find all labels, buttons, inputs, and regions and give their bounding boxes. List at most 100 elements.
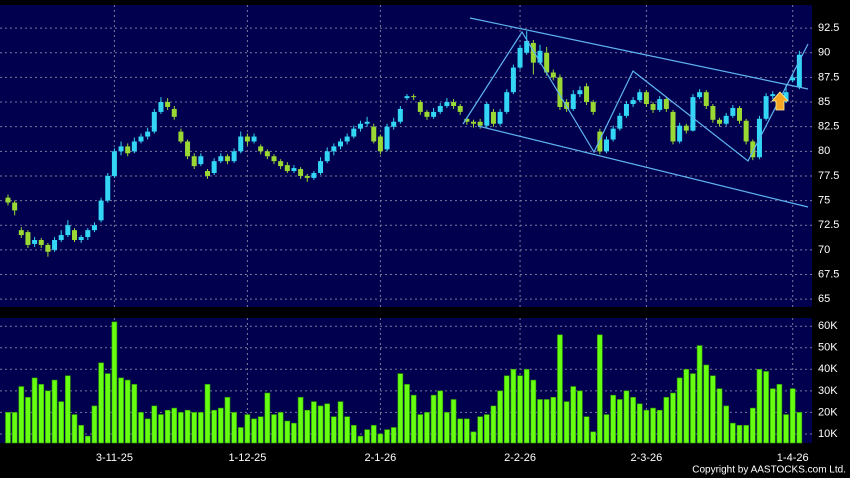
volume-bar [444, 412, 450, 444]
candle-body [357, 123, 363, 129]
volume-bar [563, 401, 570, 444]
volume-bar [25, 397, 31, 444]
volume-bar [570, 386, 577, 444]
candle-body [138, 136, 144, 142]
candle-body [437, 105, 443, 112]
candle-body [604, 139, 609, 152]
candle-body [510, 67, 516, 93]
volume-bar [5, 412, 11, 444]
candle-body [530, 42, 536, 63]
volume-tick-label: 30K [818, 385, 838, 397]
volume-bar [796, 412, 803, 444]
candle-body [191, 156, 197, 167]
volume-bar [237, 427, 244, 444]
volume-bar [616, 399, 623, 444]
volume-bar [158, 414, 164, 444]
volume-bar [603, 414, 610, 444]
volume-bar [171, 407, 178, 444]
candle-body [125, 146, 131, 154]
candle-body [497, 111, 503, 124]
candle-body [364, 121, 370, 124]
volume-bar [424, 412, 430, 444]
volume-bar [297, 397, 304, 444]
y-tick-label: 72.5 [818, 219, 839, 231]
candle-body [331, 146, 337, 152]
volume-bar [417, 414, 424, 444]
candle-body [371, 126, 377, 142]
candle-body [570, 94, 576, 109]
volume-bar [65, 375, 71, 444]
candle-body [504, 92, 510, 112]
volume-bar [337, 401, 344, 444]
candle-body [650, 104, 656, 110]
volume-bar [104, 373, 111, 444]
volume-bar [683, 368, 690, 444]
candle-body [517, 47, 523, 68]
volume-bar [410, 394, 417, 444]
volume-bar [749, 407, 756, 444]
volume-bar [690, 373, 696, 444]
candle-body [45, 244, 51, 252]
volume-bar [464, 418, 470, 444]
candle-body [304, 175, 310, 178]
volume-bar [630, 397, 636, 444]
volume-bar [656, 409, 663, 444]
volume-bar [124, 379, 131, 444]
volume-bar [284, 420, 291, 444]
candle-body [105, 175, 111, 201]
volume-bar [244, 414, 251, 444]
volume-bar [696, 345, 703, 444]
candle-body [38, 239, 44, 245]
volume-bar [763, 371, 769, 444]
volume-bar [291, 422, 297, 444]
candle-body [111, 151, 117, 176]
volume-bar [730, 422, 736, 444]
volume-bar [144, 418, 151, 444]
volume-bar [497, 390, 503, 444]
volume-bar [384, 429, 390, 444]
volume-tick-label: 20K [818, 406, 838, 418]
candle-body [98, 200, 104, 221]
candle-body [750, 141, 756, 158]
volume-bar [271, 414, 277, 444]
volume-bar [583, 416, 590, 444]
candle-body [58, 235, 64, 240]
candle-body [524, 40, 530, 53]
volume-bar [58, 401, 65, 444]
volume-bar [251, 418, 257, 444]
volume-bar [311, 401, 317, 444]
volume-bar [211, 409, 217, 444]
volume-bar [477, 416, 483, 444]
candle-body [743, 120, 749, 142]
volume-bar [743, 425, 749, 444]
y-tick-label: 65 [818, 293, 830, 305]
volume-bar [517, 375, 523, 444]
volume-bar [131, 384, 138, 444]
x-tick-label: 1-4-26 [777, 452, 809, 464]
volume-bar [510, 368, 517, 444]
candle-body [291, 168, 297, 172]
volume-bar [543, 399, 550, 444]
volume-tick-label: 50K [818, 342, 838, 354]
candle-body [717, 119, 723, 124]
y-tick-label: 75 [818, 194, 830, 206]
volume-bar [663, 397, 670, 444]
x-tick-label: 1-12-25 [228, 452, 266, 464]
candle-body [643, 92, 649, 105]
candle-body [165, 102, 171, 107]
candle-body [351, 128, 357, 137]
arrow-icon [771, 91, 789, 111]
candle-body [703, 92, 709, 106]
volume-bar [264, 392, 271, 444]
volume-bar [317, 405, 324, 444]
candle-body [490, 111, 496, 124]
volume-bar [118, 377, 124, 444]
x-tick-label: 2-2-26 [504, 452, 536, 464]
candle-body [617, 115, 623, 129]
volume-bar [736, 425, 743, 444]
volume-bar [550, 397, 557, 444]
candle-body [318, 161, 324, 173]
candle-body [72, 230, 77, 240]
candle-body [91, 225, 97, 231]
candle-body [391, 121, 397, 127]
